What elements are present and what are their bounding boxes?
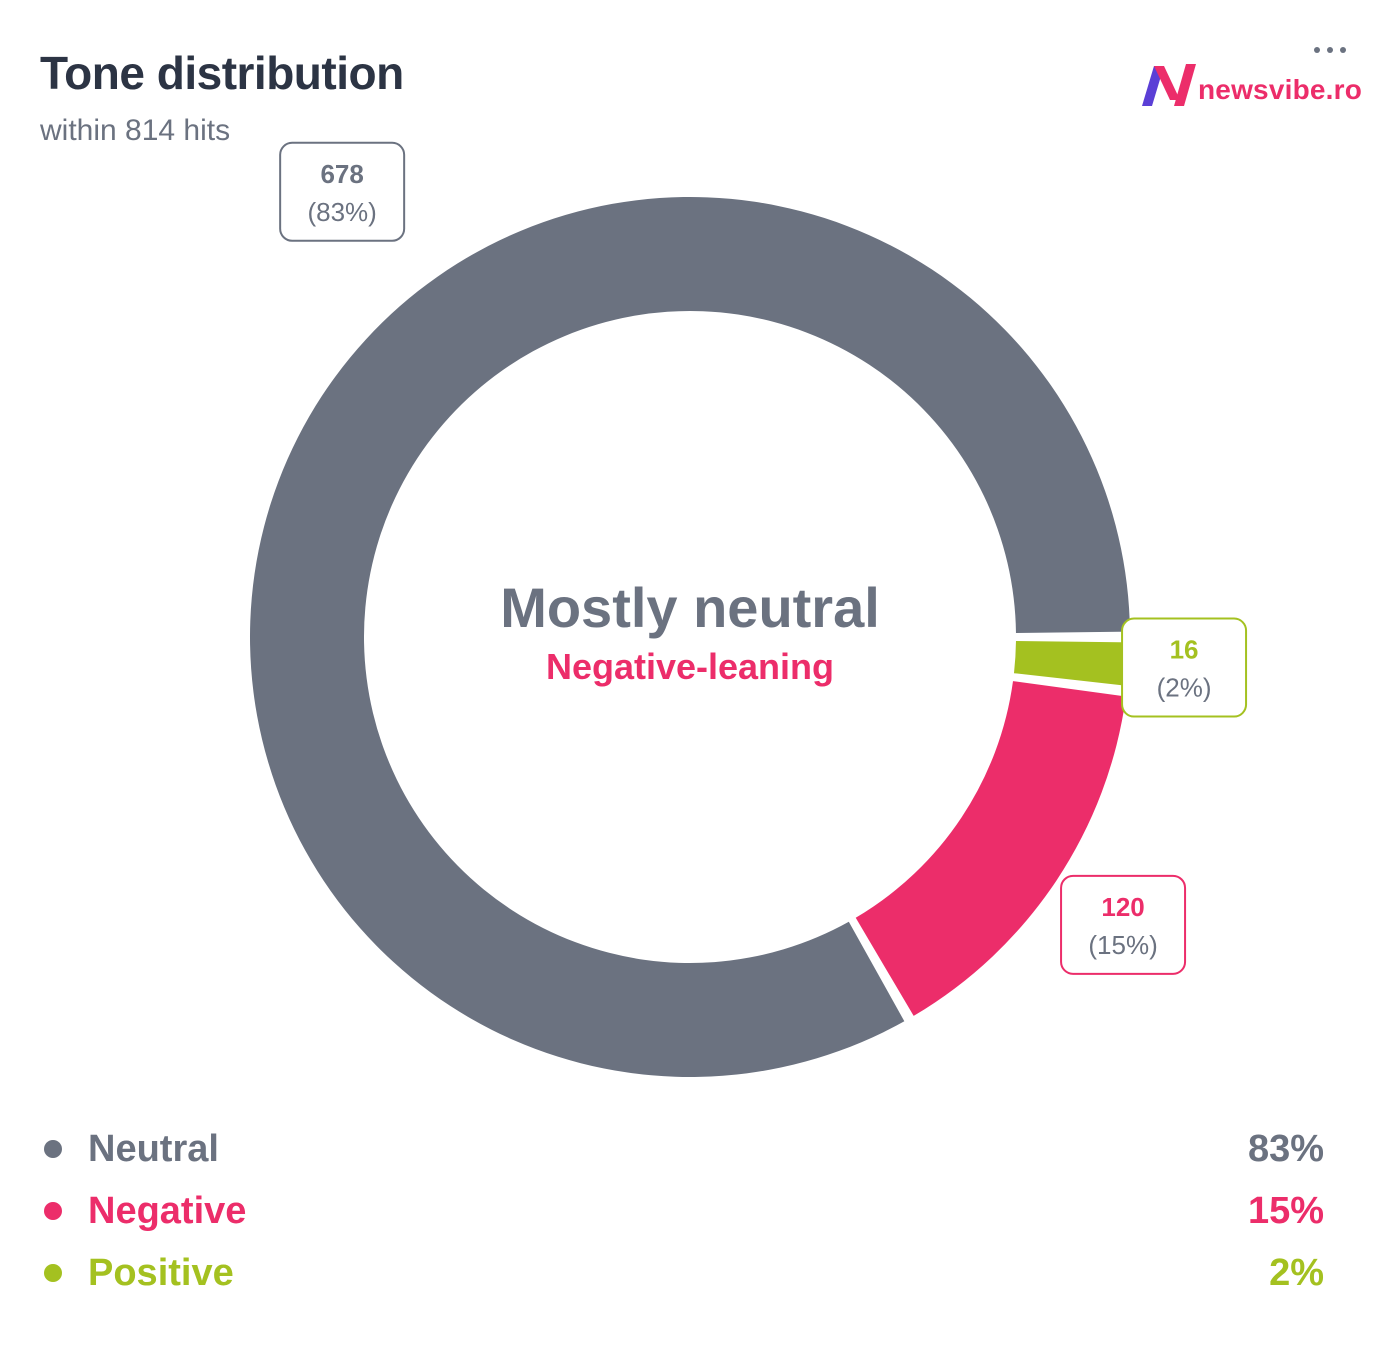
- legend-label: Neutral: [88, 1127, 219, 1170]
- menu-dot: [1327, 47, 1333, 53]
- legend-label: Positive: [88, 1251, 234, 1294]
- menu-dot: [1340, 47, 1346, 53]
- legend-dot-icon: [44, 1264, 62, 1282]
- legend-value: 2%: [1269, 1251, 1324, 1294]
- chart-subtitle: within 814 hits: [40, 114, 231, 147]
- chart-title: Tone distribution: [40, 47, 404, 99]
- legend-label: Negative: [88, 1189, 247, 1232]
- value-label-negative: 120 (15%): [1060, 874, 1187, 975]
- newsvibe-logo[interactable]: newsvibe.ro: [1140, 56, 1362, 108]
- value-label-percent: (2%): [1157, 673, 1212, 703]
- value-label-box: [1060, 874, 1187, 975]
- brand-name: newsvibe.ro: [1198, 74, 1363, 105]
- center-headline: Mostly neutral: [500, 576, 880, 639]
- legend-value: 83%: [1247, 1127, 1324, 1170]
- legend-item-negative[interactable]: Negative 15%: [40, 1180, 1324, 1242]
- legend-dot-icon: [44, 1140, 62, 1158]
- value-label-box: [1121, 617, 1248, 718]
- legend-value: 15%: [1247, 1189, 1324, 1232]
- menu-dot: [1314, 47, 1320, 53]
- slice-positive[interactable]: [1013, 640, 1130, 686]
- legend-item-neutral[interactable]: Neutral 83%: [40, 1118, 1324, 1180]
- chart-legend: Neutral 83% Negative 15% Positive 2%: [40, 1118, 1324, 1304]
- donut-chart: 678 (83%) 120 (15%) 16 (2%) Mostly neutral Nega…: [249, 141, 1248, 1078]
- value-label-count: 678: [320, 159, 363, 189]
- legend-dot-icon: [44, 1202, 62, 1220]
- center-subline: Negative-leaning: [546, 646, 834, 687]
- value-label-percent: (83%): [307, 197, 376, 227]
- value-label-neutral: 678 (83%): [279, 141, 406, 242]
- legend-item-positive[interactable]: Positive 2%: [40, 1242, 1324, 1304]
- value-label-count: 16: [1170, 635, 1199, 665]
- value-label-box: [279, 141, 406, 242]
- value-label-positive: 16 (2%): [1121, 617, 1248, 718]
- newsvibe-logo-icon: [1142, 64, 1196, 106]
- value-label-count: 120: [1101, 892, 1144, 922]
- slice-negative[interactable]: [855, 681, 1126, 1016]
- value-label-percent: (15%): [1088, 930, 1157, 960]
- more-options-icon[interactable]: [1300, 36, 1360, 64]
